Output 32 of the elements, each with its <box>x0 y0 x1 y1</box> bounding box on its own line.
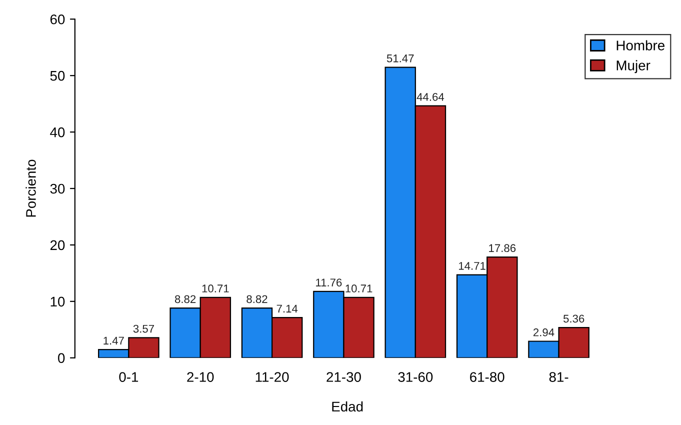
x-tick-label: 21-30 <box>326 372 361 382</box>
data-label: 10.71 <box>202 284 229 292</box>
y-tick-label: 10 <box>50 296 65 307</box>
x-tick-label: 31-60 <box>398 372 433 382</box>
data-label: 2.94 <box>533 328 554 336</box>
data-label: 14.71 <box>458 262 486 270</box>
legend-label: Hombre <box>616 40 664 50</box>
y-tick-label: 60 <box>50 14 65 24</box>
data-label: 51.47 <box>386 54 414 62</box>
y-tick-label: 20 <box>50 240 65 250</box>
data-label: 7.14 <box>276 304 298 312</box>
y-tick-label: 0 <box>58 353 65 364</box>
data-label: 3.57 <box>133 324 154 333</box>
data-label: 5.36 <box>563 314 584 323</box>
y-axis-title: Porciento <box>26 160 36 217</box>
data-label: 44.64 <box>416 92 444 101</box>
x-tick-label: 0-1 <box>119 372 138 382</box>
legend-label: Mujer <box>616 60 650 74</box>
x-axis-title: Edad <box>332 401 363 412</box>
x-tick-label: 2-10 <box>187 372 214 382</box>
data-label: 17.86 <box>489 244 516 252</box>
data-label: 8.82 <box>246 295 268 304</box>
x-tick-label: 11-20 <box>256 372 289 382</box>
y-tick-label: 40 <box>50 127 65 138</box>
x-tick-label: 81- <box>549 372 568 382</box>
data-label: 11.76 <box>316 278 342 286</box>
x-tick-label: 61-80 <box>470 372 504 382</box>
data-label: 10.71 <box>346 284 372 292</box>
y-tick-label: 30 <box>50 184 65 194</box>
data-label: 1.47 <box>104 336 124 344</box>
data-label: 8.82 <box>174 295 196 304</box>
y-tick-label: 50 <box>50 70 65 81</box>
